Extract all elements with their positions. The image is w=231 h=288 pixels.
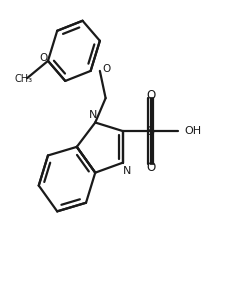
Text: O: O <box>102 65 110 75</box>
Text: N: N <box>88 110 97 120</box>
Text: N: N <box>123 166 131 176</box>
Text: O: O <box>145 161 155 174</box>
Text: CH₃: CH₃ <box>15 74 33 84</box>
Text: O: O <box>145 89 155 102</box>
Text: S: S <box>146 125 154 138</box>
Text: OH: OH <box>183 126 200 136</box>
Text: O: O <box>39 53 47 63</box>
